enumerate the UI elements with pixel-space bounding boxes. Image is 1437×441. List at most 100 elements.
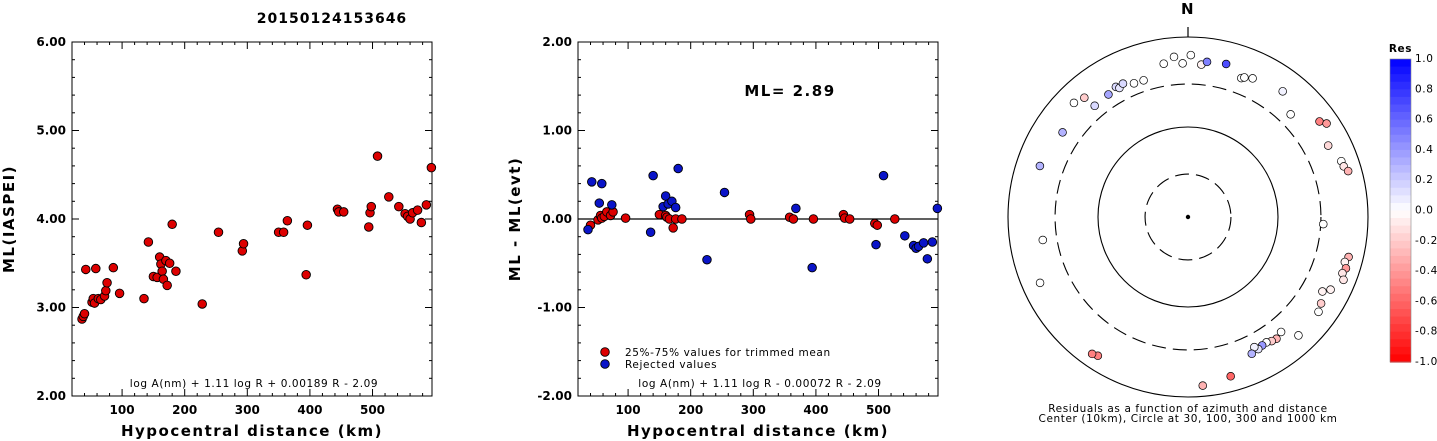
data-point — [302, 220, 313, 230]
data-point — [301, 270, 311, 280]
colorbar-cell — [1390, 255, 1411, 265]
station-residual-point — [1069, 98, 1079, 108]
station-residual-point — [1339, 275, 1348, 285]
y-tick-label: -1.00 — [537, 301, 572, 315]
colorbar-cell — [1390, 331, 1411, 340]
colorbar-cell — [1390, 286, 1411, 295]
colorbar-frame — [1389, 58, 1412, 363]
colorbar-cell — [1390, 119, 1411, 128]
station-residual-point — [1240, 73, 1249, 82]
data-point — [872, 220, 883, 230]
data-point — [791, 203, 801, 214]
data-point — [890, 214, 900, 224]
data-point — [426, 162, 437, 173]
data-point — [670, 202, 681, 213]
colorbar-cell — [1390, 354, 1411, 363]
distance-ring — [1054, 83, 1322, 351]
colorbar-cell — [1390, 187, 1411, 196]
data-point — [171, 266, 181, 276]
station-residual-point — [1247, 349, 1257, 359]
data-point — [719, 187, 730, 198]
data-point — [620, 213, 631, 223]
residual-vs-distance-panel-left: 100 200 300 400 500 2.00 3.00 4.00 5.00 6.00 Hypoc… — [0, 35, 437, 440]
ml-value-label: ML= 2.89 — [744, 82, 835, 100]
data-point — [927, 237, 938, 247]
colorbar-tick-label: -0.4 — [1415, 265, 1437, 277]
station-residual-point — [1178, 59, 1187, 68]
station-residual-point — [1276, 327, 1286, 337]
y-tick-label: 6.00 — [36, 35, 66, 49]
colorbar-cell — [1390, 59, 1411, 68]
station-residual-point — [1226, 372, 1235, 381]
x-tick-label: 200 — [678, 403, 703, 417]
data-point — [844, 214, 855, 224]
colorbar-cell — [1390, 81, 1411, 90]
y-axis-label: ML(IASPEI) — [0, 165, 18, 273]
station-residual-point — [1169, 52, 1179, 62]
residual-vs-distance-panel-middle: 100 200 300 400 500 -2.00 -1.00 0.00 1.00 2.00 Hyp… — [506, 35, 943, 440]
data-point — [108, 262, 119, 273]
data-point — [412, 205, 423, 215]
colorbar-cell — [1390, 66, 1411, 75]
station-residual-point — [1322, 119, 1331, 128]
data-point — [102, 277, 112, 288]
data-point — [900, 231, 910, 241]
y-tick-label: 0.00 — [542, 212, 572, 226]
station-residual-point — [1315, 117, 1324, 126]
plot-frame — [71, 41, 433, 397]
data-point — [164, 258, 175, 269]
colorbar-cell — [1390, 195, 1411, 204]
data-point — [101, 285, 111, 296]
colorbar-cell — [1390, 210, 1411, 219]
station-residual-point — [1278, 87, 1287, 96]
data-point — [167, 219, 177, 230]
colorbar-tick-label: -0.2 — [1415, 235, 1437, 247]
data-point — [648, 170, 658, 181]
colorbar-cell — [1390, 271, 1411, 280]
station-residual-point — [1090, 101, 1099, 111]
colorbar-cell — [1390, 142, 1411, 151]
x-axis-label: Hypocentral distance (km) — [121, 422, 383, 440]
data-point — [238, 239, 249, 249]
y-tick-label: 1.00 — [542, 124, 572, 138]
center-dot — [1185, 214, 1191, 220]
data-point — [79, 308, 90, 319]
data-point — [278, 227, 289, 238]
data-point — [587, 177, 597, 187]
data-point — [364, 222, 374, 232]
data-point — [366, 201, 377, 212]
x-tick-label: 300 — [741, 403, 766, 417]
data-point — [81, 264, 91, 275]
colorbar-cell — [1390, 293, 1411, 302]
station-residual-point — [1058, 128, 1067, 137]
data-point — [338, 207, 349, 217]
north-label: N — [1181, 0, 1195, 18]
data-point — [197, 299, 207, 309]
azimuth-distance-polar-panel: N Residuals as a function of azimuth and … — [1007, 0, 1437, 425]
x-tick-label: 400 — [803, 403, 828, 417]
data-point — [922, 254, 933, 264]
colorbar-cell — [1390, 112, 1411, 121]
data-point — [808, 214, 819, 224]
x-tick-label: 100 — [616, 403, 641, 417]
station-residual-point — [1198, 381, 1208, 390]
data-point — [282, 216, 293, 226]
y-tick-label: 3.00 — [36, 301, 66, 315]
data-point — [421, 200, 432, 210]
x-tick-label: 400 — [297, 403, 322, 417]
data-point — [607, 200, 617, 210]
station-residual-point — [1318, 287, 1327, 296]
station-residual-point — [1139, 76, 1148, 85]
station-residual-point — [1248, 74, 1257, 83]
data-point — [583, 224, 593, 235]
colorbar-tick-label: 0.6 — [1415, 114, 1434, 126]
colorbar-cell — [1390, 263, 1411, 272]
colorbar-title: Res — [1389, 43, 1412, 55]
distance-ring — [1097, 126, 1279, 308]
station-residual-point — [1186, 50, 1196, 60]
data-point — [788, 214, 799, 224]
colorbar-tick-label: 0.0 — [1415, 205, 1434, 217]
colorbar-tick-label: 0.2 — [1415, 174, 1434, 186]
colorbar-cell — [1390, 278, 1411, 287]
data-point — [416, 217, 427, 228]
